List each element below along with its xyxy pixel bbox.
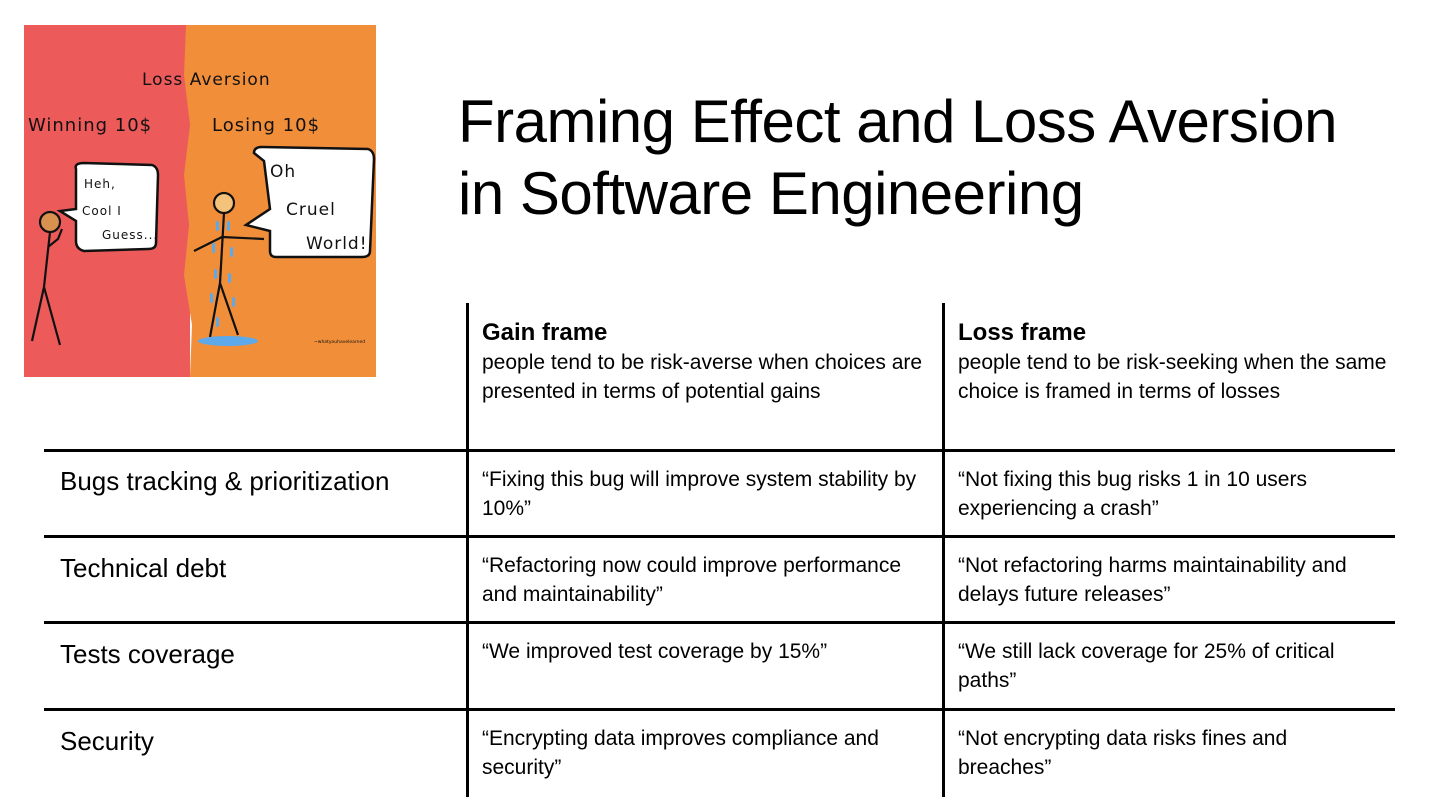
column-divider-2 [942, 303, 945, 797]
cell-technical-debt-gain: “Refactoring now could improve performan… [482, 554, 902, 606]
cell-bugs-gain: “Fixing this bug will improve system sta… [482, 468, 917, 520]
cartoon-heading: Loss Aversion [142, 70, 271, 90]
left-bubble-line-1: Heh, [84, 177, 116, 191]
cell-security-loss: “Not encrypting data risks fines and bre… [958, 727, 1288, 779]
cell-tests-coverage-loss: “We still lack coverage for 25% of criti… [958, 640, 1335, 692]
cartoon-right-label: Losing 10$ [212, 115, 320, 136]
slide-title: Framing Effect and Loss Aversion in Soft… [458, 86, 1418, 230]
row-divider [44, 621, 1395, 624]
cell-security-gain: “Encrypting data improves compliance and… [482, 727, 879, 779]
cartoon-signature: ~whatyouhavelearned [314, 339, 365, 345]
cartoon-left-label: Winning 10$ [28, 115, 152, 136]
left-stick-figure [30, 210, 64, 346]
right-speech-bubble [242, 145, 376, 259]
slide-title-line-2: in Software Engineering [458, 160, 1084, 227]
left-speech-bubble [56, 161, 160, 253]
tears [198, 221, 258, 346]
row-label-tests-coverage: Tests coverage [60, 639, 235, 669]
row-label-technical-debt: Technical debt [60, 553, 227, 583]
column-divider-1 [466, 303, 469, 797]
cell-tests-coverage-gain: “We improved test coverage by 15%” [482, 640, 828, 663]
right-bubble-line-2: Cruel [286, 200, 336, 220]
gain-frame-title: Gain frame [482, 319, 608, 346]
row-divider [44, 535, 1395, 538]
slide-title-line-1: Framing Effect and Loss Aversion [458, 88, 1337, 155]
left-bubble-line-2: Cool I [82, 204, 122, 218]
left-bubble-line-3: Guess... [102, 228, 158, 242]
row-label-bugs: Bugs tracking & prioritization [60, 466, 390, 496]
row-divider [44, 708, 1395, 711]
right-bubble-line-1: Oh [270, 162, 296, 182]
gain-frame-description: people tend to be risk-averse when choic… [482, 351, 923, 403]
header-gain-frame: Gain frame people tend to be risk-averse… [482, 318, 930, 406]
cell-bugs-loss: “Not fixing this bug risks 1 in 10 users… [958, 468, 1307, 520]
loss-frame-title: Loss frame [958, 319, 1087, 346]
cell-technical-debt-loss: “Not refactoring harms maintainability a… [958, 554, 1347, 606]
loss-aversion-cartoon: Loss Aversion Winning 10$ Losing 10$ Heh… [24, 25, 376, 377]
right-bubble-line-3: World! [306, 234, 368, 254]
right-stick-figure [193, 191, 265, 338]
header-loss-frame: Loss frame people tend to be risk-seekin… [958, 318, 1388, 406]
loss-frame-description: people tend to be risk-seeking when the … [958, 351, 1387, 403]
row-label-security: Security [60, 726, 154, 756]
row-divider [44, 449, 1395, 452]
